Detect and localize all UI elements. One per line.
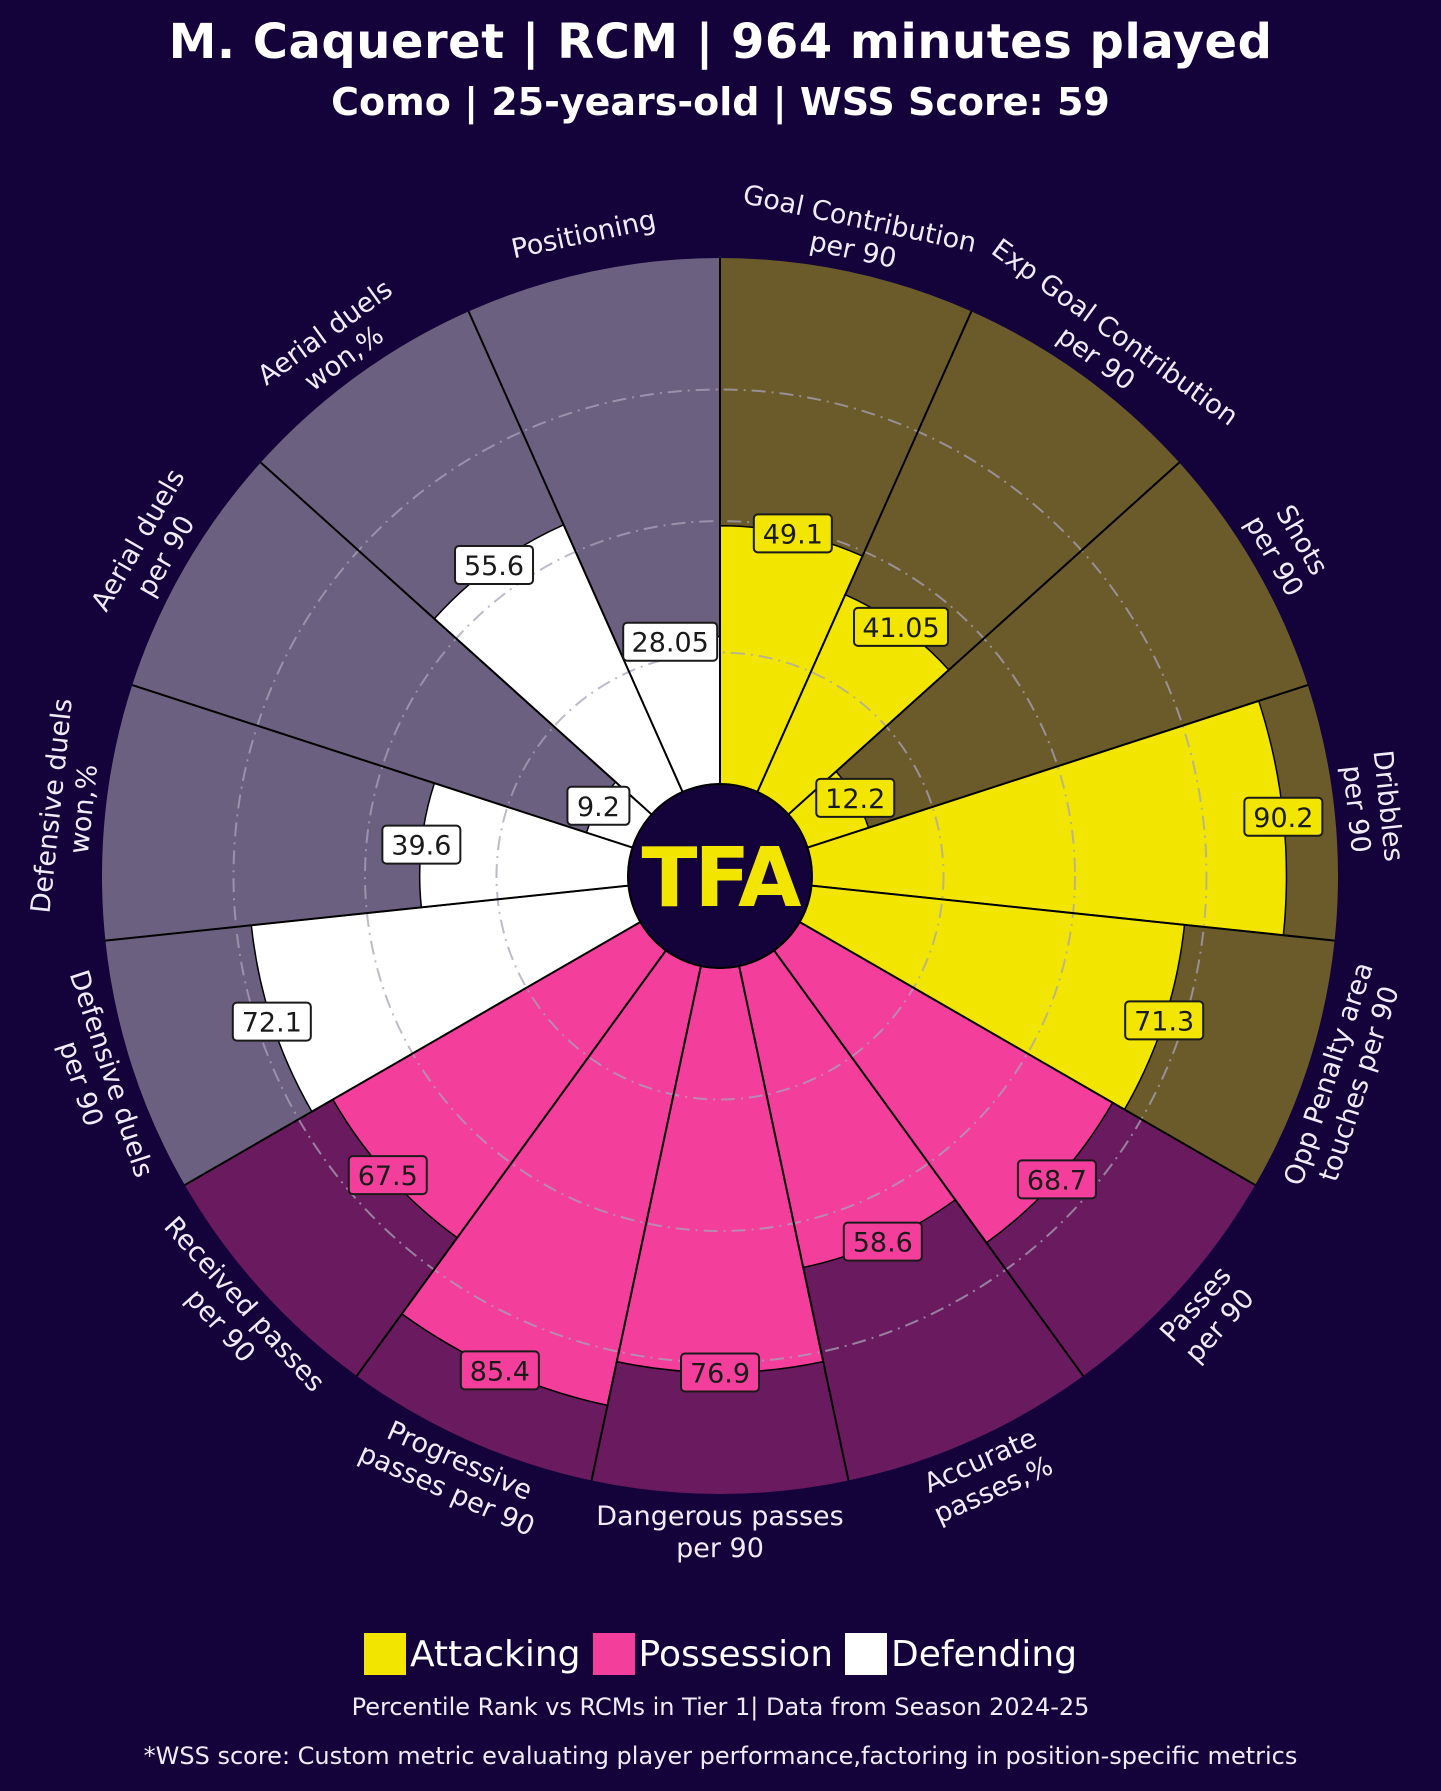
slice-separator: [799, 921, 1256, 1186]
slice-separator: [131, 684, 633, 849]
legend-item-possession: Possession: [592, 1633, 834, 1675]
category-label-line: Dangerous passes: [596, 1501, 843, 1532]
slice-separator: [773, 949, 1085, 1377]
value-label-text: 58.6: [853, 1228, 913, 1259]
value-label: 72.1: [231, 1001, 312, 1042]
center-logo: TFA: [627, 783, 813, 969]
value-label: 41.05: [852, 606, 949, 647]
value-label-text: 90.2: [1253, 803, 1313, 834]
slice-separator: [738, 965, 850, 1481]
value-label-text: 41.05: [862, 613, 939, 644]
value-label-box: [1243, 796, 1324, 837]
value-label-text: 72.1: [242, 1008, 302, 1039]
legend-swatch-possession: [592, 1633, 635, 1675]
slice-separators: [105, 258, 1335, 1481]
value-label-box: [1016, 1159, 1097, 1200]
legend-label-defending: Defending: [891, 1633, 1078, 1675]
slice-separator: [260, 461, 653, 816]
pizza-chart: 49.1 41.05 12.2 90.2 71.3 68.7 58.6 76.9 85.4 67.…: [25, 179, 1409, 1564]
value-label-box: [815, 777, 896, 818]
category-label-line: per 90: [676, 1533, 764, 1564]
slice-separator: [756, 311, 973, 793]
category-label: Defensive duelswon,%: [25, 697, 110, 918]
value-label-box: [752, 513, 833, 554]
value-label-text: 85.4: [470, 1356, 530, 1387]
slice-separator: [807, 684, 1309, 849]
value-label-text: 67.5: [358, 1161, 418, 1192]
value-label: 9.2: [566, 785, 631, 826]
value-label: 12.2: [815, 777, 896, 818]
value-label-text: 49.1: [763, 519, 823, 550]
value-label-box: [842, 1221, 923, 1262]
slice-separator: [811, 884, 1335, 942]
legend-item-attacking: Attacking: [363, 1633, 581, 1675]
slice-separator: [467, 311, 684, 793]
footer-wss-note: *WSS score: Custom metric evaluating pla…: [143, 1742, 1298, 1770]
value-label-box: [381, 824, 462, 865]
value-label-box: [459, 1350, 540, 1391]
slice-separator: [184, 921, 641, 1186]
value-label-text: 28.05: [632, 628, 709, 659]
value-label: 90.2: [1243, 796, 1324, 837]
value-label: 71.3: [1124, 1000, 1205, 1041]
value-label: 49.1: [752, 513, 833, 554]
value-label-text: 68.7: [1027, 1165, 1087, 1196]
legend-swatch-attacking: [363, 1633, 406, 1675]
center-logo-text: TFA: [641, 831, 802, 926]
value-label-box: [1124, 1000, 1205, 1041]
value-label-text: 12.2: [825, 784, 885, 815]
footer-note: Percentile Rank vs RCMs in Tier 1| Data …: [351, 1693, 1090, 1721]
value-label: 68.7: [1016, 1159, 1097, 1200]
value-label-text: 9.2: [577, 792, 620, 823]
category-label: Dangerous passes per 90: [596, 1501, 843, 1564]
value-label: 28.05: [622, 621, 719, 662]
value-label-box: [852, 606, 949, 647]
value-label-text: 39.6: [391, 831, 451, 862]
slice-separator: [590, 965, 702, 1481]
value-label-text: 76.9: [690, 1358, 750, 1389]
legend-swatch-defending: [845, 1633, 888, 1675]
category-label-line: Positioning: [509, 204, 659, 265]
legend: Attacking Possession Defending: [0, 1633, 1441, 1675]
value-label-box: [622, 621, 719, 662]
slice-background: [132, 462, 652, 848]
value-label-box: [680, 1352, 760, 1393]
center-logo-circle: [627, 783, 813, 969]
value-label: 76.9: [680, 1352, 760, 1393]
value-label-text: 71.3: [1134, 1006, 1194, 1037]
legend-label-possession: Possession: [638, 1633, 834, 1675]
value-label-box: [454, 544, 535, 585]
slice-background: [788, 462, 1308, 848]
chart-title: M. Caqueret | RCM | 964 minutes played: [168, 14, 1273, 70]
value-label-text: 55.6: [464, 551, 524, 582]
legend-label-attacking: Attacking: [409, 1633, 581, 1675]
value-label: 58.6: [842, 1221, 923, 1262]
legend-item-defending: Defending: [845, 1633, 1077, 1675]
category-label: Positioning: [509, 204, 659, 265]
value-labels: 49.1 41.05 12.2 90.2 71.3 68.7 58.6 76.9 85.4 67.…: [231, 513, 1324, 1393]
slice-separator: [105, 884, 629, 942]
value-label: 67.5: [347, 1155, 428, 1196]
value-label: 39.6: [381, 824, 462, 865]
value-label: 55.6: [454, 544, 535, 585]
category-label: Dribblesper 90: [1335, 749, 1409, 867]
chart-subtitle: Como | 25-years-old | WSS Score: 59: [331, 80, 1110, 124]
value-label-box: [566, 785, 631, 826]
slice-separator: [355, 949, 667, 1377]
value-label-box: [347, 1155, 428, 1196]
value-label: 85.4: [459, 1350, 540, 1391]
gridline-ring: [495, 651, 945, 1101]
slice-separator: [787, 461, 1180, 816]
value-label-box: [231, 1001, 312, 1042]
